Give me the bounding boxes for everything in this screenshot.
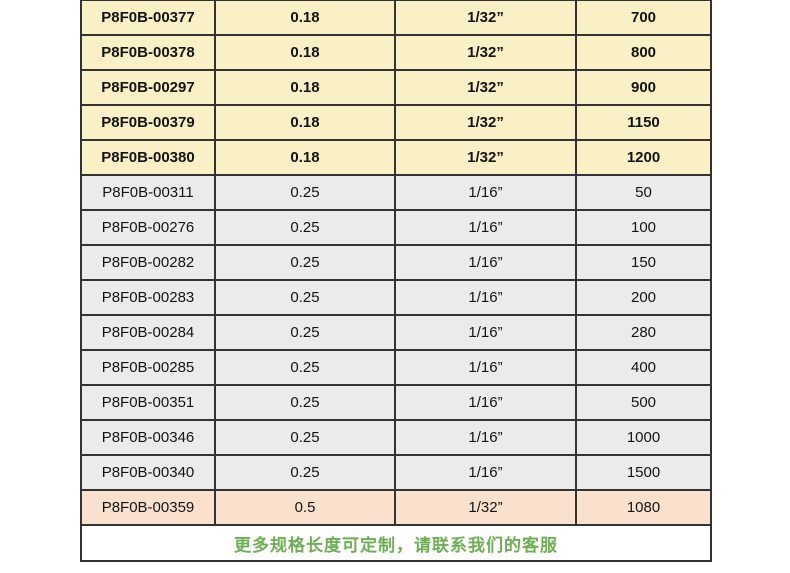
inch-size-cell: 1/32” bbox=[394, 69, 577, 106]
part-number-cell: P8F0B-00311 bbox=[80, 174, 216, 211]
decimal-value-cell: 0.25 bbox=[214, 419, 396, 456]
table-row: P8F0B-00297 0.18 1/32” 900 bbox=[80, 69, 712, 106]
decimal-value-cell: 0.18 bbox=[214, 139, 396, 176]
table-row: P8F0B-00311 0.25 1/16” 50 bbox=[80, 174, 712, 211]
part-number-cell: P8F0B-00285 bbox=[80, 349, 216, 386]
inch-size-cell: 1/16” bbox=[394, 349, 577, 386]
part-number-cell: P8F0B-00378 bbox=[80, 34, 216, 71]
length-value-cell: 500 bbox=[575, 384, 712, 421]
spec-table: P8F0B-00377 0.18 1/32” 700 P8F0B-00378 0… bbox=[80, 0, 712, 562]
part-number-cell: P8F0B-00276 bbox=[80, 209, 216, 246]
length-value-cell: 50 bbox=[575, 174, 712, 211]
part-number-cell: P8F0B-00346 bbox=[80, 419, 216, 456]
inch-size-cell: 1/32” bbox=[394, 139, 577, 176]
footer-row: 更多规格长度可定制，请联系我们的客服 bbox=[80, 524, 712, 562]
part-number-cell: P8F0B-00283 bbox=[80, 279, 216, 316]
table-row: P8F0B-00378 0.18 1/32” 800 bbox=[80, 34, 712, 71]
inch-size-cell: 1/16” bbox=[394, 419, 577, 456]
decimal-value-cell: 0.25 bbox=[214, 279, 396, 316]
length-value-cell: 200 bbox=[575, 279, 712, 316]
inch-size-cell: 1/16” bbox=[394, 174, 577, 211]
table-row: P8F0B-00379 0.18 1/32” 1150 bbox=[80, 104, 712, 141]
decimal-value-cell: 0.5 bbox=[214, 489, 396, 526]
table-row: P8F0B-00283 0.25 1/16” 200 bbox=[80, 279, 712, 316]
part-number-cell: P8F0B-00379 bbox=[80, 104, 216, 141]
decimal-value-cell: 0.18 bbox=[214, 0, 396, 36]
length-value-cell: 700 bbox=[575, 0, 712, 36]
decimal-value-cell: 0.25 bbox=[214, 209, 396, 246]
inch-size-cell: 1/16” bbox=[394, 244, 577, 281]
inch-size-cell: 1/32” bbox=[394, 489, 577, 526]
length-value-cell: 1150 bbox=[575, 104, 712, 141]
length-value-cell: 400 bbox=[575, 349, 712, 386]
decimal-value-cell: 0.25 bbox=[214, 174, 396, 211]
decimal-value-cell: 0.18 bbox=[214, 104, 396, 141]
table-row: P8F0B-00276 0.25 1/16” 100 bbox=[80, 209, 712, 246]
part-number-cell: P8F0B-00340 bbox=[80, 454, 216, 491]
inch-size-cell: 1/16” bbox=[394, 314, 577, 351]
decimal-value-cell: 0.25 bbox=[214, 314, 396, 351]
table-row: P8F0B-00351 0.25 1/16” 500 bbox=[80, 384, 712, 421]
length-value-cell: 280 bbox=[575, 314, 712, 351]
length-value-cell: 1080 bbox=[575, 489, 712, 526]
part-number-cell: P8F0B-00351 bbox=[80, 384, 216, 421]
inch-size-cell: 1/32” bbox=[394, 0, 577, 36]
part-number-cell: P8F0B-00284 bbox=[80, 314, 216, 351]
table-row: P8F0B-00285 0.25 1/16” 400 bbox=[80, 349, 712, 386]
table-row: P8F0B-00380 0.18 1/32” 1200 bbox=[80, 139, 712, 176]
inch-size-cell: 1/16” bbox=[394, 384, 577, 421]
decimal-value-cell: 0.18 bbox=[214, 34, 396, 71]
decimal-value-cell: 0.25 bbox=[214, 349, 396, 386]
table-row: P8F0B-00359 0.5 1/32” 1080 bbox=[80, 489, 712, 526]
table-row: P8F0B-00346 0.25 1/16” 1000 bbox=[80, 419, 712, 456]
table-row: P8F0B-00377 0.18 1/32” 700 bbox=[80, 0, 712, 36]
customization-note: 更多规格长度可定制，请联系我们的客服 bbox=[80, 524, 712, 562]
part-number-cell: P8F0B-00359 bbox=[80, 489, 216, 526]
inch-size-cell: 1/16” bbox=[394, 454, 577, 491]
part-number-cell: P8F0B-00377 bbox=[80, 0, 216, 36]
inch-size-cell: 1/32” bbox=[394, 104, 577, 141]
table-row: P8F0B-00284 0.25 1/16” 280 bbox=[80, 314, 712, 351]
table-row: P8F0B-00340 0.25 1/16” 1500 bbox=[80, 454, 712, 491]
length-value-cell: 1200 bbox=[575, 139, 712, 176]
length-value-cell: 100 bbox=[575, 209, 712, 246]
length-value-cell: 1000 bbox=[575, 419, 712, 456]
inch-size-cell: 1/32” bbox=[394, 34, 577, 71]
inch-size-cell: 1/16” bbox=[394, 279, 577, 316]
decimal-value-cell: 0.25 bbox=[214, 384, 396, 421]
decimal-value-cell: 0.25 bbox=[214, 454, 396, 491]
table-row: P8F0B-00282 0.25 1/16” 150 bbox=[80, 244, 712, 281]
decimal-value-cell: 0.25 bbox=[214, 244, 396, 281]
length-value-cell: 1500 bbox=[575, 454, 712, 491]
part-number-cell: P8F0B-00380 bbox=[80, 139, 216, 176]
decimal-value-cell: 0.18 bbox=[214, 69, 396, 106]
length-value-cell: 900 bbox=[575, 69, 712, 106]
length-value-cell: 800 bbox=[575, 34, 712, 71]
length-value-cell: 150 bbox=[575, 244, 712, 281]
part-number-cell: P8F0B-00297 bbox=[80, 69, 216, 106]
inch-size-cell: 1/16” bbox=[394, 209, 577, 246]
part-number-cell: P8F0B-00282 bbox=[80, 244, 216, 281]
